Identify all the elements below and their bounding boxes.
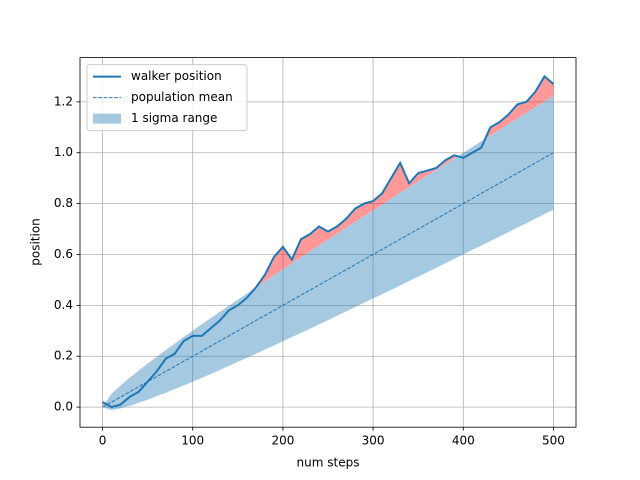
x-tick-label: 100 bbox=[181, 434, 204, 448]
legend-box bbox=[86, 64, 248, 132]
y-tick-label: 1.2 bbox=[54, 94, 73, 108]
x-tick-label: 400 bbox=[452, 434, 475, 448]
axes-frame bbox=[79, 57, 577, 428]
y-tick-label: 0.8 bbox=[54, 196, 73, 210]
legend-label: walker position bbox=[131, 69, 222, 83]
x-axis-label: num steps bbox=[297, 456, 360, 470]
y-tick-label: 0.2 bbox=[54, 349, 73, 363]
sigma-band bbox=[102, 95, 554, 411]
x-tick-label: 300 bbox=[362, 434, 385, 448]
x-tick-label: 500 bbox=[542, 434, 565, 448]
legend-swatch bbox=[93, 113, 121, 124]
y-tick-label: 0.4 bbox=[54, 298, 73, 312]
x-tick-label: 0 bbox=[99, 434, 107, 448]
legend-label: population mean bbox=[131, 90, 233, 104]
y-tick-label: 0.6 bbox=[54, 247, 73, 261]
y-tick-label: 0.0 bbox=[54, 400, 73, 414]
y-axis-label: position bbox=[29, 218, 43, 266]
x-tick-label: 200 bbox=[271, 434, 294, 448]
mean-line bbox=[102, 152, 554, 408]
legend-label: 1 sigma range bbox=[131, 111, 217, 125]
walker-line bbox=[102, 74, 555, 409]
y-tick-label: 1.0 bbox=[54, 145, 73, 159]
